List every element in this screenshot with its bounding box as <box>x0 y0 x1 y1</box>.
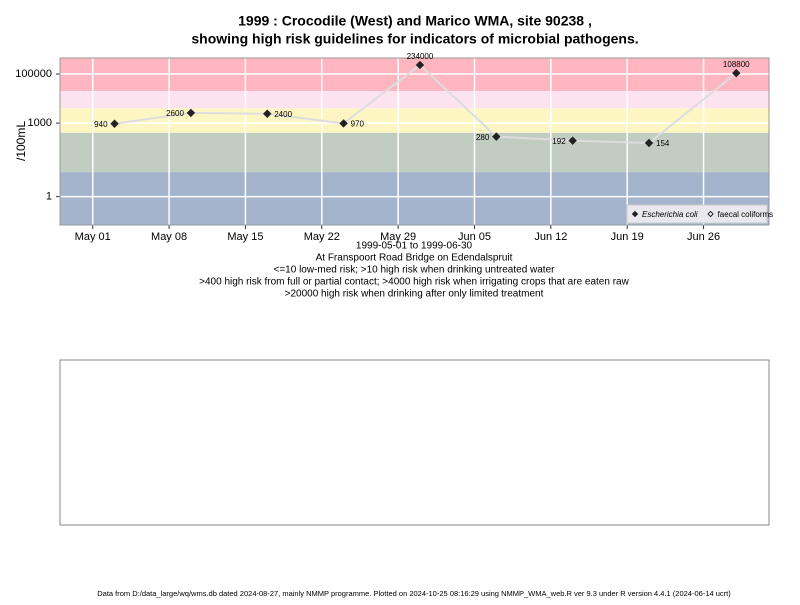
data-point <box>186 108 196 118</box>
data-point <box>644 138 654 148</box>
value-label: 940 <box>94 120 108 129</box>
y-tick-label: 1000 <box>28 117 52 129</box>
y-tick-label: 100000 <box>15 68 52 80</box>
note: >20000 high risk when drinking after onl… <box>285 289 544 300</box>
value-label: 280 <box>476 133 490 142</box>
legend-marker <box>631 210 639 218</box>
chart-title: 1999 : Crocodile (West) and Marico WMA, … <box>238 13 592 29</box>
legend-label: faecal coliforms <box>718 210 774 219</box>
value-label: 234000 <box>407 52 434 61</box>
x-tick-label: Jun 12 <box>534 231 567 243</box>
x-tick-label: May 15 <box>227 231 263 243</box>
value-label: 108800 <box>723 60 750 69</box>
x-tick-label: May 29 <box>380 231 416 243</box>
data-point <box>492 132 501 141</box>
legend-box <box>626 204 768 224</box>
x-tick-label: Jun 05 <box>458 231 491 243</box>
y-axis-label: /100mL <box>14 121 28 161</box>
chart-subtitle: showing high risk guidelines for indicat… <box>191 31 638 47</box>
y-tick-label: 1 <box>46 191 52 203</box>
empty-panel <box>59 359 770 526</box>
data-point <box>732 68 741 78</box>
x-tick-label: May 08 <box>151 231 187 243</box>
footer: Data from D:/data_large/wq/wms.db dated … <box>97 589 731 598</box>
risk-band <box>60 108 769 133</box>
data-point <box>110 119 119 128</box>
x-tick-label: May 01 <box>75 231 111 243</box>
value-label: 2600 <box>166 109 184 118</box>
x-axis-label: 1999-05-01 to 1999-06-30 <box>356 241 473 252</box>
value-label: 154 <box>656 139 670 148</box>
risk-band <box>60 91 769 109</box>
data-point <box>415 60 425 70</box>
note: <=10 low-med risk; >10 high risk when dr… <box>274 265 556 276</box>
note: >400 high risk from full or partial cont… <box>199 277 629 288</box>
plot-area: 1 1000 100000 May 01 May 08 May 15 May 22 May 2… <box>15 52 773 243</box>
x-tick-label: May 22 <box>304 231 340 243</box>
legend-label: Escherichia coli <box>642 210 698 219</box>
value-label: 970 <box>351 120 365 129</box>
x-tick-label: Jun 26 <box>687 231 720 243</box>
value-label: 2400 <box>274 110 292 119</box>
value-label: 192 <box>552 137 566 146</box>
data-point <box>263 109 272 118</box>
legend-marker <box>707 210 714 218</box>
x-tick-label: Jun 19 <box>611 231 644 243</box>
plot-frame <box>59 57 770 226</box>
risk-band <box>60 132 769 173</box>
note: At Franspoort Road Bridge on Edendalspru… <box>316 253 513 264</box>
data-point <box>339 119 348 128</box>
data-point <box>568 136 577 145</box>
